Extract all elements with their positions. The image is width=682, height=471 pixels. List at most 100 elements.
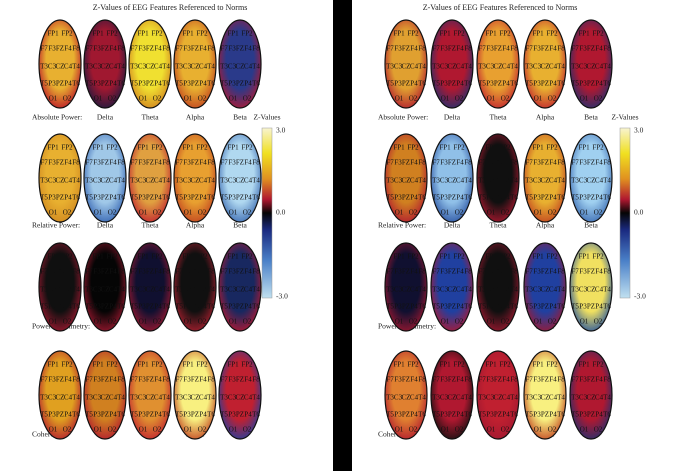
electrode-label: F4 xyxy=(64,45,72,53)
electrode-label: F4 xyxy=(199,268,207,276)
electrode-label: FP1 xyxy=(227,30,239,38)
electrode-label: FP1 xyxy=(532,253,544,261)
electrode-label: C4 xyxy=(595,394,604,402)
electrode-label: FP2 xyxy=(407,361,419,369)
electrode-label: F3 xyxy=(228,268,236,276)
electrode-label: T6 xyxy=(603,194,611,202)
electrode-label: FP1 xyxy=(182,144,194,152)
electrode-label: T6 xyxy=(72,194,80,202)
electrode-label: PZ xyxy=(191,303,199,311)
electrode-label: C4 xyxy=(549,177,558,185)
electrode-label: C4 xyxy=(502,394,511,402)
electrode-label: FZ xyxy=(494,159,502,167)
electrode-label: O1 xyxy=(139,426,148,434)
electrode-label: C4 xyxy=(64,177,73,185)
electrode-label: C3 xyxy=(579,177,588,185)
electrode-label: C4 xyxy=(109,286,118,294)
electrode-label: C4 xyxy=(595,63,604,71)
electrode-label: PZ xyxy=(448,303,456,311)
electrode-label: P3 xyxy=(579,194,587,202)
electrode-label: O1 xyxy=(534,318,543,326)
electrode-label: O1 xyxy=(395,318,404,326)
electrode-label: T3 xyxy=(525,394,533,402)
electrode-label: C3 xyxy=(228,286,237,294)
electrode-label: F3 xyxy=(48,268,56,276)
electrode-label: FP2 xyxy=(61,361,73,369)
electrode-label: FZ xyxy=(494,268,502,276)
electrode-label: F7 xyxy=(130,268,138,276)
electrode-label: T6 xyxy=(418,303,426,311)
electrode-label: F8 xyxy=(418,268,426,276)
electrode-label: F7 xyxy=(40,159,48,167)
electrode-label: O2 xyxy=(548,426,557,434)
electrode-label: F4 xyxy=(502,376,510,384)
electrode-label: F4 xyxy=(456,376,464,384)
electrode-label: F3 xyxy=(579,45,587,53)
band-label: Alpha xyxy=(536,221,555,230)
electrode-label: P4 xyxy=(410,80,418,88)
electrode-label: O1 xyxy=(534,209,543,217)
electrode-label: T4 xyxy=(207,63,215,71)
electrode-label: F7 xyxy=(130,45,138,53)
electrode-label: T5 xyxy=(175,80,183,88)
electrode-label: P3 xyxy=(93,194,101,202)
electrode-label: T6 xyxy=(117,80,125,88)
electrode-label: C3 xyxy=(533,286,542,294)
electrode-label: F8 xyxy=(557,45,565,53)
electrode-label: F3 xyxy=(394,45,402,53)
electrode-label: F4 xyxy=(549,45,557,53)
electrode-label: C4 xyxy=(109,177,118,185)
electrode-label: F8 xyxy=(510,376,518,384)
electrode-label: O2 xyxy=(594,426,603,434)
electrode-label: F8 xyxy=(72,159,80,167)
electrode-label: CZ xyxy=(448,286,457,294)
electrode-label: T4 xyxy=(252,286,260,294)
electrode-label: F4 xyxy=(456,159,464,167)
electrode-label: FP2 xyxy=(407,30,419,38)
head-map xyxy=(476,19,520,109)
electrode-label: F7 xyxy=(571,45,579,53)
electrode-label: T3 xyxy=(175,63,183,71)
electrode-label: P3 xyxy=(138,303,146,311)
electrode-label: FP1 xyxy=(439,361,451,369)
electrode-label: F8 xyxy=(464,376,472,384)
electrode-label: FP1 xyxy=(578,144,590,152)
electrode-label: C4 xyxy=(199,63,208,71)
electrode-label: F4 xyxy=(549,376,557,384)
electrode-label: FP1 xyxy=(137,253,149,261)
electrode-label: CZ xyxy=(587,394,596,402)
electrode-label: C3 xyxy=(93,177,102,185)
electrode-label: T3 xyxy=(175,286,183,294)
electrode-label: F8 xyxy=(162,268,170,276)
electrode-label: FZ xyxy=(56,268,64,276)
electrode-label: CZ xyxy=(494,177,503,185)
electrode-label: O1 xyxy=(395,95,404,103)
electrode-label: T5 xyxy=(85,194,93,202)
electrode-label: O1 xyxy=(184,318,193,326)
electrode-label: T4 xyxy=(603,286,611,294)
electrode-label: C3 xyxy=(93,394,102,402)
electrode-label: F3 xyxy=(93,45,101,53)
electrode-label: C3 xyxy=(138,394,147,402)
electrode-label: C3 xyxy=(394,177,403,185)
electrode-label: FP2 xyxy=(61,144,73,152)
electrode-label: T3 xyxy=(525,286,533,294)
electrode-label: O1 xyxy=(49,209,58,217)
electrode-label: PZ xyxy=(191,80,199,88)
electrode-label: P4 xyxy=(109,411,117,419)
electrode-label: O2 xyxy=(108,426,117,434)
head-map xyxy=(83,133,127,223)
electrode-label: F3 xyxy=(394,376,402,384)
electrode-label: T4 xyxy=(252,394,260,402)
electrode-label: FZ xyxy=(56,45,64,53)
electrode-label: PZ xyxy=(191,194,199,202)
electrode-label: O2 xyxy=(501,426,510,434)
electrode-label: T6 xyxy=(72,411,80,419)
electrode-label: C3 xyxy=(138,286,147,294)
electrode-label: FP1 xyxy=(227,361,239,369)
electrode-label: O1 xyxy=(441,95,450,103)
electrode-label: O2 xyxy=(243,426,252,434)
electrode-label: T3 xyxy=(525,63,533,71)
electrode-label: C3 xyxy=(579,63,588,71)
electrode-label: F7 xyxy=(478,376,486,384)
